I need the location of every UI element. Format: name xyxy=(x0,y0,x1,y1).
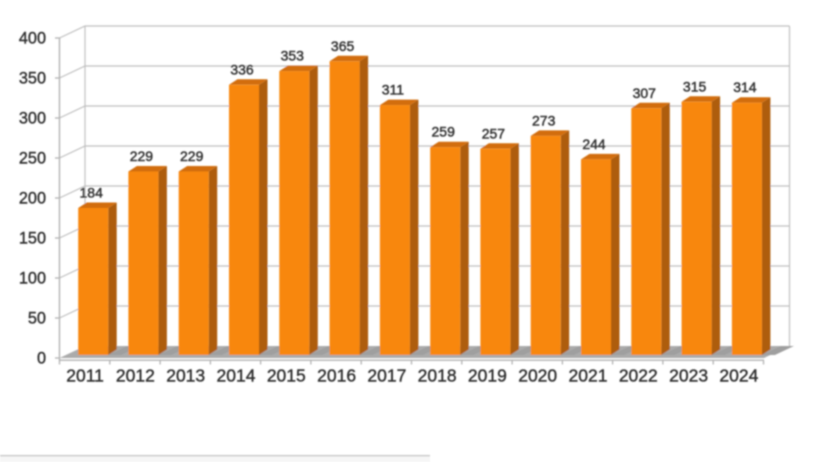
svg-text:2011: 2011 xyxy=(66,366,104,386)
svg-text:2016: 2016 xyxy=(317,366,356,386)
svg-text:2023: 2023 xyxy=(669,366,708,386)
svg-text:353: 353 xyxy=(281,48,305,64)
svg-text:200: 200 xyxy=(19,190,46,208)
svg-text:244: 244 xyxy=(582,136,606,152)
svg-text:311: 311 xyxy=(382,82,405,98)
svg-text:2015: 2015 xyxy=(267,366,306,386)
svg-text:229: 229 xyxy=(130,148,154,164)
svg-text:250: 250 xyxy=(19,150,46,168)
svg-text:229: 229 xyxy=(180,148,204,164)
svg-text:2013: 2013 xyxy=(166,366,205,386)
svg-text:400: 400 xyxy=(19,30,46,48)
svg-text:365: 365 xyxy=(331,38,355,54)
svg-text:184: 184 xyxy=(80,185,104,201)
svg-text:100: 100 xyxy=(19,270,46,288)
svg-text:2012: 2012 xyxy=(116,366,155,386)
svg-text:350: 350 xyxy=(19,70,46,88)
svg-text:50: 50 xyxy=(28,310,46,328)
svg-text:257: 257 xyxy=(482,125,506,141)
svg-text:2020: 2020 xyxy=(518,366,557,386)
svg-text:273: 273 xyxy=(532,112,556,128)
svg-text:307: 307 xyxy=(633,85,657,101)
svg-text:259: 259 xyxy=(432,124,456,140)
svg-text:2022: 2022 xyxy=(619,366,658,386)
svg-text:2018: 2018 xyxy=(418,366,457,386)
svg-text:336: 336 xyxy=(230,61,254,77)
svg-text:2021: 2021 xyxy=(569,366,608,386)
svg-text:2014: 2014 xyxy=(217,366,256,386)
svg-text:300: 300 xyxy=(19,110,46,128)
svg-text:314: 314 xyxy=(733,79,757,95)
svg-text:150: 150 xyxy=(19,230,46,248)
svg-text:315: 315 xyxy=(683,78,707,94)
svg-text:2024: 2024 xyxy=(719,366,758,386)
svg-text:2017: 2017 xyxy=(367,366,406,386)
svg-text:2019: 2019 xyxy=(468,366,507,386)
svg-text:0: 0 xyxy=(37,350,46,368)
